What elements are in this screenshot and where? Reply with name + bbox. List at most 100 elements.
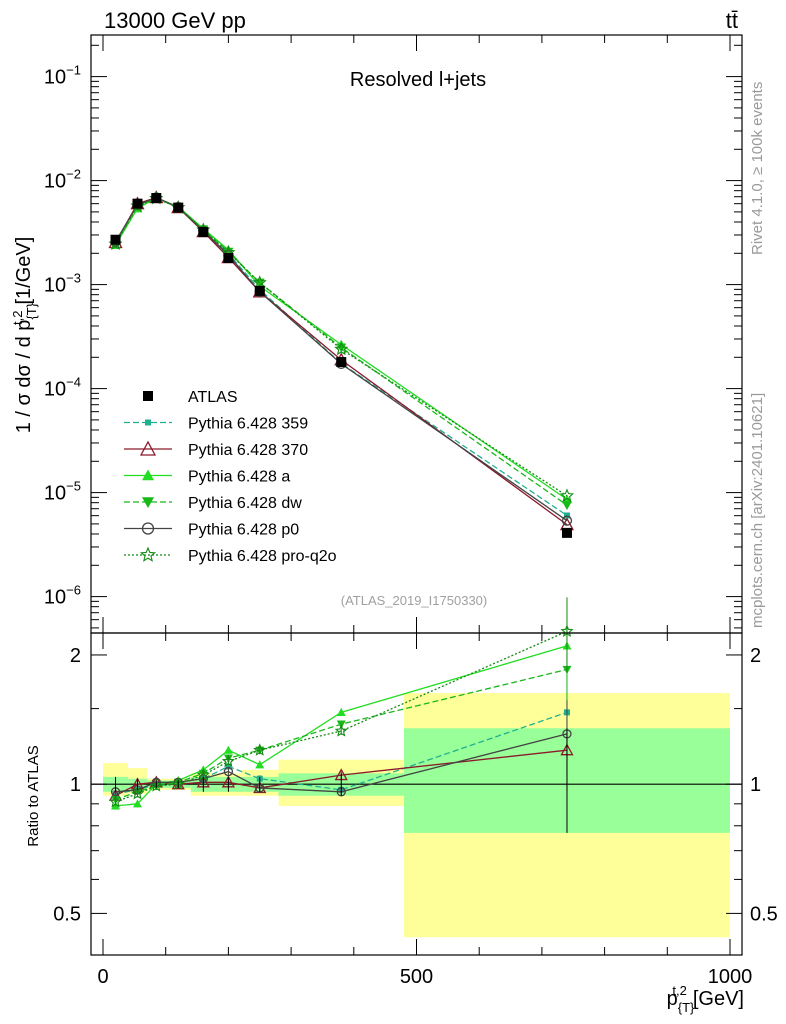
ratio-panel: 0.5 0.5 1 1 2 2 0 500 1000: [53, 35, 778, 988]
y-tick-label: 10−6: [44, 583, 81, 609]
data-point: [252, 275, 267, 289]
series-pythia-6-428-359: [112, 195, 570, 519]
legend-label: Pythia 6.428 p0: [188, 522, 299, 539]
y-tick-label-exp: −3: [66, 271, 81, 286]
x-tick-label: 0: [97, 966, 108, 988]
y-tick-label-base: 10: [44, 379, 66, 401]
y-axis-label-text: 1 / σ dσ / d p: [13, 320, 35, 434]
ratio-point: [223, 766, 234, 777]
ratio-point: [108, 794, 123, 808]
ratio-point: [560, 624, 574, 637]
y-tick-label-base: 10: [44, 67, 66, 89]
ratio-series-atlas: [115, 728, 568, 833]
y-tick-label: 10−4: [44, 375, 81, 401]
ratio-point: [334, 724, 348, 737]
data-point: [561, 501, 572, 511]
legend-entry: Pythia 6.428 a: [124, 469, 290, 486]
ratio-point: [149, 779, 163, 792]
y-tick-label: 10−1: [44, 63, 81, 89]
svg-text:1 / σ dσ / d p{T}t,2[1/GeV]: 1 / σ dσ / d p{T}t,2 [1/GeV]: [10, 237, 39, 434]
x-axis-label-sup: t,2: [672, 983, 686, 998]
ratio-point: [223, 745, 233, 754]
data-point: [561, 515, 573, 526]
ratio-point: [221, 754, 235, 767]
atlas-data-point: [223, 253, 234, 264]
legend-marker: [142, 497, 154, 508]
plot-title: Resolved l+jets: [350, 69, 486, 91]
legend-label: Pythia 6.428 370: [188, 442, 308, 459]
y-axis-label-ratio: Ratio to ATLAS: [25, 745, 42, 846]
atlas-data-point: [110, 234, 121, 245]
watermark: (ATLAS_2019_I1750330): [341, 593, 487, 608]
main-frame: [90, 34, 743, 634]
x-axis-label: p{T} t,2 [GeV]: [667, 983, 744, 1015]
y-tick-label: 10−3: [44, 271, 81, 297]
x-tick-label: 500: [400, 966, 433, 988]
data-point: [334, 341, 349, 356]
header-right: tt̄: [726, 8, 738, 33]
legend-entry: Pythia 6.428 pro-q2o: [124, 546, 337, 565]
y-axis-label-sup: t,2: [10, 311, 25, 325]
atlas-data-point: [132, 198, 143, 209]
y-tick-label-exp: −6: [66, 583, 81, 598]
legend-label: Pythia 6.428 a: [188, 469, 290, 486]
data-point: [336, 343, 347, 353]
ratio-point: [132, 799, 142, 808]
legend-label: ATLAS: [188, 389, 238, 406]
ratio-tick-label-left: 0.5: [53, 903, 81, 925]
side-label-top: Rivet 4.1.0, ≥ 100k events: [749, 82, 766, 255]
y-axis-label-unit: [1/GeV]: [13, 237, 35, 305]
y-tick-label-exp: −4: [66, 375, 81, 390]
ratio-tick-label-right: 2: [750, 645, 761, 667]
y-tick-label-exp: −1: [66, 63, 81, 78]
legend-marker: [139, 546, 157, 562]
y-tick-label-base: 10: [44, 171, 66, 193]
ratio-tick-label-left: 2: [70, 645, 81, 667]
header-left: 13000 GeV pp: [104, 8, 246, 33]
side-label-bottom: mcplots.cern.ch [arXiv:2401.10621]: [749, 393, 766, 628]
legend-entry: Pythia 6.428 370: [124, 440, 308, 459]
legend-marker: [141, 522, 155, 535]
legend-label: Pythia 6.428 pro-q2o: [188, 548, 337, 565]
y-tick-label-base: 10: [44, 275, 66, 297]
main-panel: 10−610−510−410−310−210−1 Resolved l+jets…: [44, 34, 743, 634]
legend-entry: Pythia 6.428 p0: [124, 522, 299, 539]
atlas-data-point: [151, 193, 162, 204]
legend: ATLAS Pythia 6.428 359 Pythia 6.428 370 Pyt…: [124, 389, 337, 565]
ratio-tick-label-right: 1: [750, 774, 761, 796]
legend-entry: Pythia 6.428 359: [124, 416, 308, 433]
y-tick-label-base: 10: [44, 587, 66, 609]
y-tick-label-exp: −2: [66, 167, 81, 182]
atlas-data-point: [561, 527, 572, 538]
legend-marker: [143, 391, 153, 401]
ratio-point: [253, 743, 267, 756]
atlas-data-point: [336, 357, 347, 368]
x-axis-label-text: p: [667, 988, 678, 1010]
legend-label: Pythia 6.428 dw: [188, 495, 302, 512]
series-line: [114, 197, 568, 517]
y-tick-label: 10−2: [44, 167, 81, 193]
legend-label: Pythia 6.428 359: [188, 416, 308, 433]
atlas-data-point: [173, 202, 184, 213]
y-tick-label-exp: −5: [66, 479, 81, 494]
legend-marker: [142, 469, 154, 481]
y-axis-label-sub: {T}: [24, 302, 39, 319]
legend-marker: [145, 419, 151, 426]
legend-entry: Pythia 6.428 dw: [124, 495, 302, 512]
ratio-point: [255, 760, 265, 769]
series-atlas: [110, 193, 572, 538]
ratio-tick-label-left: 1: [70, 774, 81, 796]
y-tick-label: 10−5: [44, 479, 81, 505]
ratio-series-pythia-6-428-pro-q2o: [108, 597, 574, 808]
legend-entry-atlas: ATLAS: [143, 389, 238, 406]
data-point: [563, 512, 570, 519]
ratio-point: [225, 763, 232, 770]
ratio-point: [336, 707, 346, 716]
ratio-tick-label-right: 0.5: [750, 903, 778, 925]
atlas-data-point: [198, 227, 209, 238]
data-point: [559, 488, 575, 502]
x-axis-label-unit: [GeV]: [693, 988, 744, 1010]
y-tick-label-base: 10: [44, 483, 66, 505]
x-tick-label: 1000: [708, 966, 753, 988]
